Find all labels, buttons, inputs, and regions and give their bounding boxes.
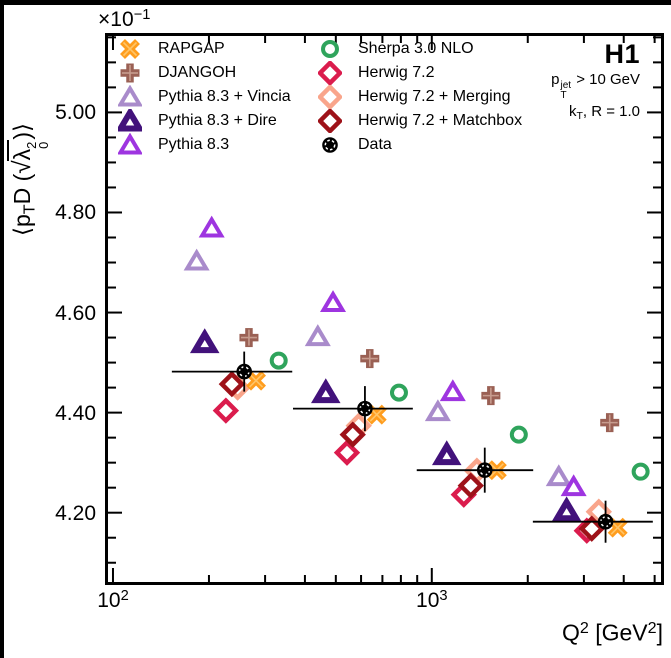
legend-column-1: RAPGAP DJANGOH Pythia 8.3 + Vincia Pythia 8… [118,37,291,157]
pythia-marker-icon [118,133,142,155]
sherpa-marker-icon [321,40,339,58]
legend-label: RAPGAP [158,40,225,57]
legend-label: Sherpa 3.0 NLO [358,40,474,57]
experiment-annotation: H1 p jet T > 10 GeV kT, R = 1.0 [551,40,640,124]
legend-item-rapgap: RAPGAP [118,37,291,61]
y-axis-ticks [108,36,661,564]
legend-label: Herwig 7.2 [358,64,435,81]
plot-frame [105,33,664,585]
series-djangoh-markers [239,328,620,433]
x-axis-ticks [111,36,656,582]
legend-label: Pythia 8.3 [158,136,230,153]
x-tick-label: 102 [97,588,129,613]
window-top-edge [0,0,671,5]
series-merging-markers [224,374,612,525]
x-axis-title: Q2 [GeV2] [562,619,663,646]
power-base: ×10 [98,8,134,32]
legend-item-vincia: Pythia 8.3 + Vincia [118,85,291,109]
legend-label: DJANGOH [158,64,237,81]
jet-pt-cut-label: p jet T > 10 GeV [551,71,640,101]
legend-label: Herwig 7.2 + Matchbox [358,112,523,129]
experiment-label: H1 [604,39,640,69]
series-dire-markers [189,328,582,522]
legend-label: Herwig 7.2 + Merging [358,88,511,105]
series-herwig-markers [212,397,600,544]
vincia-marker-icon [118,85,142,107]
series-matchbox-markers [218,370,605,542]
legend-item-djangoh: DJANGOH [118,61,291,85]
rapgap-marker-icon [120,39,140,59]
djangoh-marker-icon [120,63,140,83]
y-tick-label: 5.00 [55,101,96,125]
legend-label: Pythia 8.3 + Dire [158,112,277,129]
series-vincia-markers [183,248,572,487]
y-tick-label: 4.80 [55,201,96,225]
legend-item-dire: Pythia 8.3 + Dire [118,109,291,133]
legend-label: Data [358,136,392,153]
jet-algo-label: kT, R = 1.0 [568,103,640,123]
legend-item-pythia: Pythia 8.3 [118,133,291,157]
window-left-edge [0,0,4,658]
series-data-markers [236,363,614,530]
legend-item-herwig: Herwig 7.2 [318,61,522,85]
legend-item-merging: Herwig 7.2 + Merging [318,85,522,109]
matchbox-marker-icon [318,109,342,133]
y-tick-label: 4.40 [55,401,96,425]
dire-marker-icon [118,109,142,132]
series-sherpa-markers [269,351,650,481]
x-tick-label: 103 [416,588,448,613]
series-pythia-markers [198,215,587,497]
y-tick-label: 4.60 [55,301,96,325]
herwig-marker-icon [318,61,342,85]
legend-item-data: Data [318,133,522,157]
legend-column-2: Sherpa 3.0 NLO Herwig 7.2 Herwig 7.2 + Mer… [318,37,522,157]
sqrt-sign: √ [9,160,36,174]
legend-item-matchbox: Herwig 7.2 + Matchbox [318,109,522,133]
data-error-bars [171,351,653,543]
merging-marker-icon [318,85,342,109]
data-marker-icon [322,137,338,153]
y-axis-power-label: ×10−1 [98,8,150,30]
legend-label: Pythia 8.3 + Vincia [158,88,291,105]
power-exponent: −1 [133,7,151,23]
y-tick-label: 4.20 [55,501,96,525]
legend-item-sherpa: Sherpa 3.0 NLO [318,37,522,61]
